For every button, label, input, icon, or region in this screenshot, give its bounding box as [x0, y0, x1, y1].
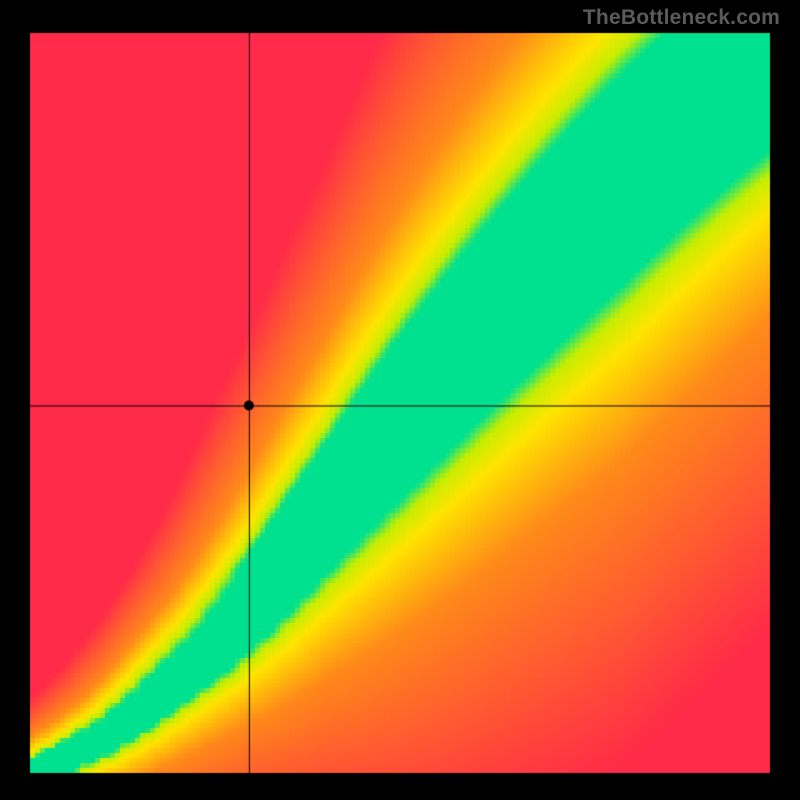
chart-container: TheBottleneck.com	[0, 0, 800, 800]
heatmap-canvas	[0, 0, 800, 800]
watermark-text: TheBottleneck.com	[583, 6, 780, 30]
